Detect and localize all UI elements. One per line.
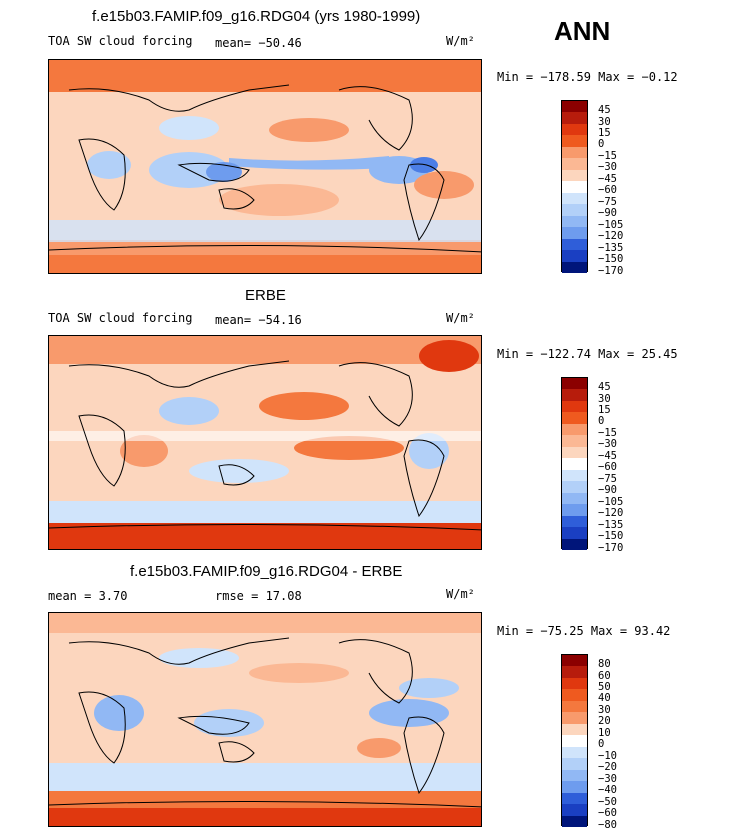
cbar-label: 15 [598, 127, 611, 139]
cbar-label: 30 [598, 115, 611, 128]
cbar-label: −120 [598, 230, 624, 243]
cbar-label: −45 [598, 449, 617, 462]
cbar-label: −30 [598, 438, 617, 451]
cbar-label: −60 [598, 184, 617, 197]
panel1-minmax: Min = −178.59 Max = −0.12 [497, 70, 678, 84]
cbar-label: −80 [598, 818, 617, 831]
cbar-label: 0 [598, 738, 605, 751]
panel3-mean: mean = 3.70 [48, 589, 128, 603]
panel2-mean: mean= −54.16 [215, 313, 302, 327]
panel1-map [48, 59, 482, 274]
cbar-label: −75 [598, 472, 617, 485]
panel3-minmax: Min = −75.25 Max = 93.42 [497, 624, 671, 638]
cbar-label: −120 [598, 507, 624, 520]
cbar-label: −105 [598, 218, 624, 231]
panel2-variable: TOA SW cloud forcing [48, 311, 193, 325]
cbar-label: −30 [598, 772, 617, 785]
cbar-label: 30 [598, 703, 611, 716]
cbar-label: 20 [598, 715, 611, 728]
cbar-label: −90 [598, 484, 617, 497]
cbar-label: −40 [598, 784, 617, 797]
cbar-label: −135 [598, 518, 624, 531]
season-label: ANN [554, 16, 611, 46]
cbar-label: 60 [598, 669, 611, 682]
cbar-label: −170 [598, 264, 624, 277]
cbar-label: −150 [598, 530, 624, 543]
cbar-label: −50 [598, 795, 617, 808]
panel2-map [48, 335, 482, 550]
cbar-label: 10 [598, 726, 611, 739]
panel3-title: f.e15b03.FAMIP.f09_g16.RDG04 - ERBE [130, 563, 403, 580]
cbar-label: −90 [598, 207, 617, 220]
panel2-minmax: Min = −122.74 Max = 25.45 [497, 347, 678, 361]
panel2-units: W/m² [446, 311, 475, 325]
cbar-label: −150 [598, 253, 624, 266]
panel2-title: ERBE [245, 287, 286, 304]
cbar-label: 45 [598, 381, 611, 393]
panel3-units: W/m² [446, 587, 475, 601]
panel3-colorbar [561, 654, 588, 828]
cbar-label: 45 [598, 104, 611, 116]
panel3-map [48, 612, 482, 827]
cbar-label: 30 [598, 392, 611, 405]
cbar-label: 15 [598, 404, 611, 416]
cbar-label: −170 [598, 541, 624, 554]
panel1-units: W/m² [446, 34, 475, 48]
panel1-variable: TOA SW cloud forcing [48, 34, 193, 48]
cbar-label: 40 [598, 692, 611, 705]
cbar-label: −30 [598, 161, 617, 174]
cbar-label: −135 [598, 241, 624, 254]
panel1-title: f.e15b03.FAMIP.f09_g16.RDG04 (yrs 1980-1… [92, 8, 421, 25]
cbar-label: −60 [598, 807, 617, 820]
panel1-mean: mean= −50.46 [215, 36, 302, 50]
cbar-label: 0 [598, 138, 605, 151]
panel2-colorbar [561, 377, 588, 551]
cbar-label: −45 [598, 172, 617, 185]
cbar-label: 50 [598, 681, 611, 693]
cbar-label: −15 [598, 149, 617, 162]
cbar-label: −60 [598, 461, 617, 474]
cbar-label: −75 [598, 195, 617, 208]
cbar-label: −10 [598, 749, 617, 762]
cbar-label: −105 [598, 495, 624, 508]
cbar-label: 0 [598, 415, 605, 428]
cbar-label: −15 [598, 426, 617, 439]
cbar-label: 80 [598, 658, 611, 670]
panel3-rmse: rmse = 17.08 [215, 589, 302, 603]
cbar-label: −20 [598, 761, 617, 774]
panel1-colorbar [561, 100, 588, 274]
